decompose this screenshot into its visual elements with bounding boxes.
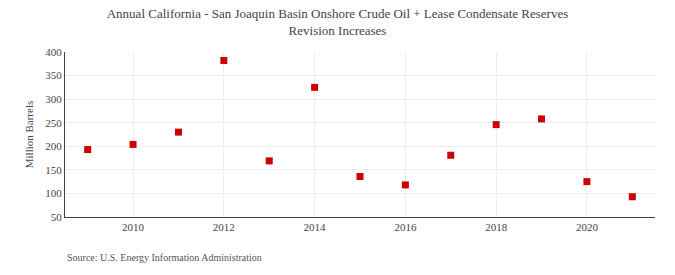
svg-text:400: 400 <box>45 46 62 58</box>
svg-text:250: 250 <box>45 117 62 129</box>
svg-text:2014: 2014 <box>304 221 327 233</box>
svg-text:2010: 2010 <box>122 221 145 233</box>
svg-text:2018: 2018 <box>485 221 508 233</box>
svg-text:50: 50 <box>51 211 63 223</box>
svg-text:150: 150 <box>45 164 62 176</box>
svg-text:350: 350 <box>45 69 62 81</box>
svg-text:Million Barrels: Million Barrels <box>23 101 35 169</box>
svg-text:100: 100 <box>45 187 62 199</box>
svg-text:300: 300 <box>45 93 62 105</box>
svg-text:2016: 2016 <box>394 221 417 233</box>
svg-text:Annual California - San Joaqui: Annual California - San Joaquin Basin On… <box>107 6 569 38</box>
svg-text:2020: 2020 <box>576 221 599 233</box>
svg-text:Source: U.S. Energy Informatio: Source: U.S. Energy Information Administ… <box>67 252 262 263</box>
svg-text:2012: 2012 <box>213 221 235 233</box>
svg-text:200: 200 <box>45 140 62 152</box>
